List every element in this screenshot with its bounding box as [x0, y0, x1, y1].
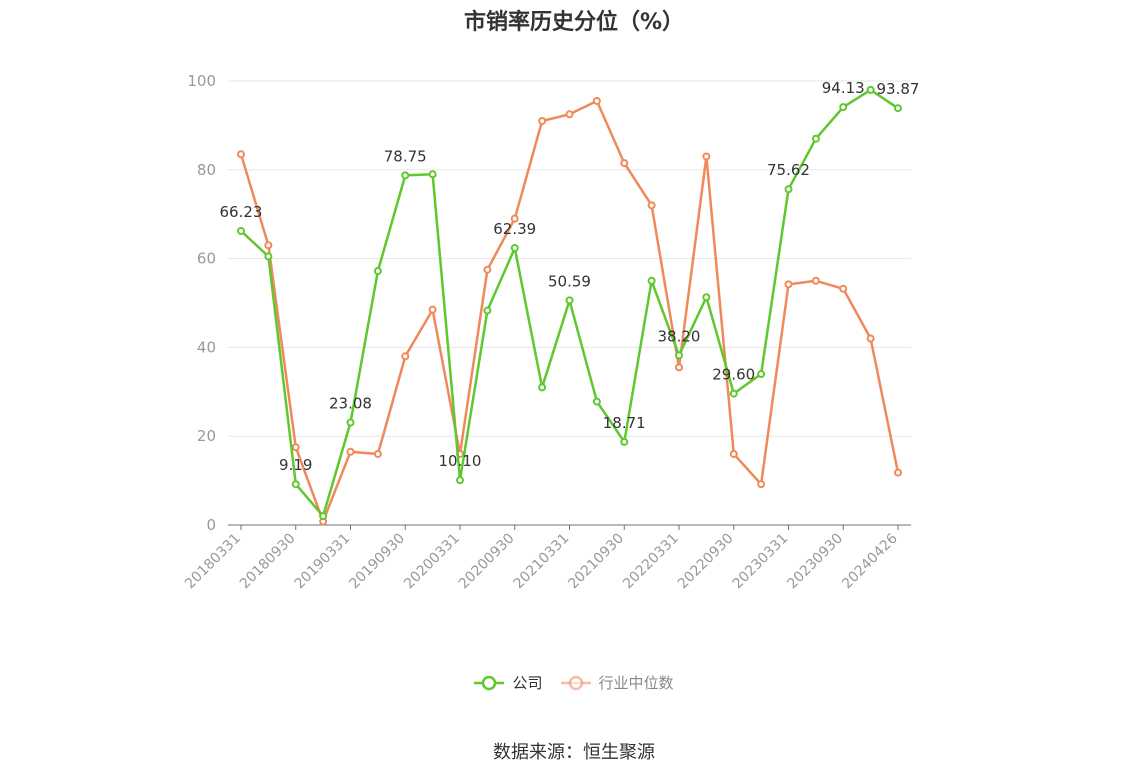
data-label-16: 38.20	[658, 327, 701, 345]
data-point-s0-16	[675, 351, 683, 360]
data-point-s0-11	[538, 383, 547, 392]
data-point-s0-1	[264, 252, 273, 261]
legend-item-industry-median[interactable]: 行业中位数	[560, 672, 674, 693]
data-point-s1-18	[729, 449, 738, 458]
data-point-s1-15	[647, 201, 656, 210]
data-point-s1-9	[483, 265, 492, 274]
data-point-s1-12	[565, 110, 574, 119]
x-tick-label-20230930: 20230930	[784, 531, 846, 593]
legend: 公司 行业中位数	[0, 672, 1148, 693]
x-tick-label-20180930: 20180930	[237, 531, 299, 593]
data-point-s0-2	[291, 480, 300, 489]
x-tick-label-20210930: 20210930	[565, 531, 627, 593]
x-tick-label-20190331: 20190331	[292, 531, 354, 593]
data-point-s0-5	[373, 267, 382, 276]
data-point-s1-23	[866, 334, 875, 343]
x-tick-label-20180331: 20180331	[182, 531, 244, 593]
data-point-s1-5	[373, 449, 382, 458]
y-tick-label-40: 40	[197, 338, 216, 356]
x-tick-label-20230331: 20230331	[730, 531, 792, 593]
x-tick-label-20210331: 20210331	[511, 531, 573, 593]
data-point-s1-13	[592, 96, 601, 105]
data-point-s1-4	[346, 447, 355, 456]
x-tick-label-20240426: 20240426	[839, 530, 901, 592]
data-point-s0-14	[620, 437, 629, 446]
data-point-s0-12	[565, 296, 574, 305]
y-tick-label-0: 0	[206, 516, 216, 534]
data-point-s1-6	[401, 352, 410, 361]
data-label-24: 93.87	[877, 80, 920, 98]
data-point-s0-7	[428, 170, 437, 179]
data-label-8: 10.10	[439, 452, 482, 470]
data-label-14: 18.71	[603, 414, 646, 432]
x-tick-label-20220331: 20220331	[620, 531, 682, 593]
legend-label-company: 公司	[512, 674, 543, 692]
data-label-20: 75.62	[767, 161, 810, 179]
y-tick-label-20: 20	[197, 427, 216, 445]
data-point-s0-15	[647, 276, 656, 285]
x-tick-label-20220930: 20220930	[675, 531, 737, 593]
legend-marker-company	[474, 675, 505, 690]
data-point-s0-8	[456, 476, 464, 485]
legend-item-company[interactable]: 公司	[474, 672, 543, 693]
source-note: 数据来源：恒生聚源	[493, 742, 655, 763]
y-tick-label-100: 100	[187, 72, 216, 90]
data-point-s0-6	[401, 171, 410, 180]
data-label-18: 29.60	[712, 366, 755, 384]
data-point-s0-20	[784, 185, 793, 194]
data-point-s0-18	[729, 389, 738, 398]
x-tick-label-20200930: 20200930	[456, 531, 518, 593]
data-point-s1-10	[510, 214, 519, 223]
data-point-s0-9	[483, 306, 492, 315]
data-point-s1-24	[894, 468, 902, 477]
data-label-6: 78.75	[384, 147, 427, 165]
legend-label-industry-median: 行业中位数	[598, 674, 674, 692]
y-tick-label-80: 80	[197, 161, 216, 179]
data-point-s1-19	[757, 480, 766, 489]
data-label-0: 66.23	[220, 203, 263, 221]
data-point-s1-1	[264, 241, 273, 250]
data-point-s0-17	[702, 293, 711, 302]
data-point-s1-2	[291, 443, 300, 452]
data-label-2: 9.19	[279, 456, 312, 474]
data-point-s0-22	[839, 103, 848, 112]
data-point-s1-22	[839, 284, 848, 293]
data-point-s0-0	[237, 226, 245, 235]
x-tick-label-20190930: 20190930	[346, 531, 408, 593]
data-label-10: 62.39	[493, 220, 536, 238]
data-point-s1-7	[428, 305, 437, 314]
data-label-22: 94.13	[822, 79, 865, 97]
y-tick-label-60: 60	[197, 250, 216, 268]
data-point-s0-21	[811, 134, 820, 143]
data-point-s0-4	[346, 418, 355, 427]
data-point-s0-19	[757, 370, 766, 379]
data-point-s0-24	[894, 104, 902, 113]
legend-marker-industry-median	[560, 675, 591, 690]
data-label-12: 50.59	[548, 272, 591, 290]
data-point-s1-21	[811, 276, 820, 285]
data-label-4: 23.08	[329, 395, 372, 413]
data-point-s0-3	[319, 512, 328, 521]
data-point-s1-20	[784, 280, 793, 289]
data-point-s0-13	[592, 397, 601, 406]
data-point-s1-17	[702, 152, 711, 161]
data-point-s1-16	[675, 363, 683, 372]
x-tick-label-20200331: 20200331	[401, 531, 463, 593]
chart-title: 市销率历史分位（%）	[463, 10, 685, 35]
data-point-s1-14	[620, 159, 629, 168]
data-point-s0-23	[866, 85, 875, 94]
data-point-s1-11	[538, 116, 547, 125]
data-point-s0-10	[510, 243, 519, 252]
data-point-s1-0	[237, 150, 245, 159]
